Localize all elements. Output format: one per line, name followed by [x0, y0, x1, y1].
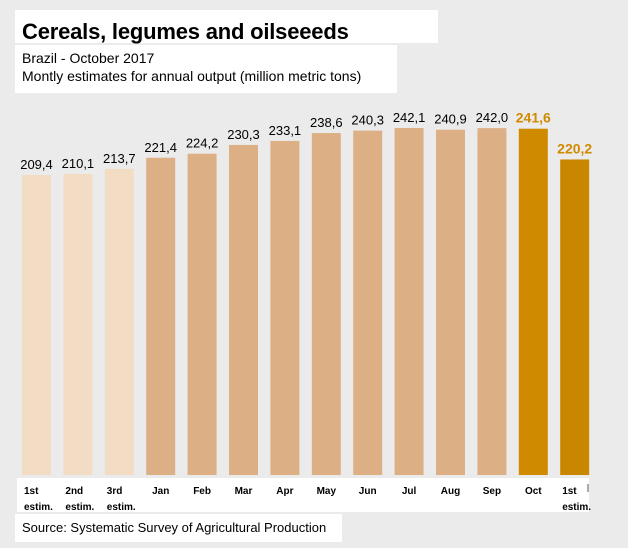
x-tick-label: May [317, 486, 337, 497]
chart-description: Montly estimates for annual output (mill… [22, 68, 362, 84]
bar [477, 128, 507, 475]
data-label: 242,0 [476, 110, 509, 125]
x-tick-label: estim. [24, 502, 53, 513]
x-tick-label: Feb [193, 486, 211, 497]
data-label: 224,2 [186, 136, 219, 151]
bar [146, 157, 176, 475]
data-label: 209,4 [20, 157, 53, 172]
bar [560, 159, 590, 476]
data-label: 213,7 [103, 151, 136, 166]
subtitle-background [15, 45, 397, 93]
bar [394, 128, 424, 475]
bar [436, 129, 465, 475]
x-tick-label: Jan [152, 486, 169, 497]
data-label: 221,4 [144, 140, 177, 155]
data-label: 240,9 [434, 112, 467, 127]
x-tick-label: Jul [402, 486, 417, 497]
x-tick-label: Aug [441, 486, 460, 497]
chart-title: Cereals, legumes and oilseeeds [22, 19, 349, 44]
source-background [15, 514, 342, 542]
bar [63, 173, 93, 475]
chart-subtitle: Brazil - October 2017 [22, 50, 155, 66]
x-tick-label: Oct [525, 486, 542, 497]
x-axis-label-band [17, 478, 589, 512]
bar [353, 130, 383, 475]
data-label: 238,6 [310, 115, 343, 130]
data-label: 241,6 [516, 110, 551, 126]
x-tick-label: Jun [359, 486, 377, 497]
x-tick-label: estim. [65, 502, 94, 513]
x-tick-label: 3rd [107, 486, 123, 497]
x-tick-label: Sep [483, 486, 501, 497]
x-tick-label: 1st [24, 486, 39, 497]
x-tick-label: 2nd [65, 486, 83, 497]
bar [270, 140, 300, 475]
bar [311, 133, 341, 475]
data-label: 220,2 [557, 140, 592, 156]
bar [518, 128, 548, 475]
x-tick-label: estim. [107, 502, 136, 513]
x-tick-label: 1st [562, 486, 577, 497]
x-tick-label: Mar [235, 486, 253, 497]
bar [22, 175, 51, 475]
bar [229, 144, 258, 475]
source-note: Source: Systematic Survey of Agricultura… [22, 520, 327, 535]
x-tick-label: estim. [562, 502, 591, 513]
bar [187, 153, 217, 475]
data-label: 210,1 [62, 156, 95, 171]
data-label: 233,1 [269, 123, 302, 138]
data-label: 240,3 [351, 113, 384, 128]
bar [104, 168, 134, 475]
x-tick-label: Apr [276, 486, 293, 497]
data-label: 230,3 [227, 127, 260, 142]
data-label: 242,1 [393, 110, 426, 125]
title-background [15, 10, 438, 43]
